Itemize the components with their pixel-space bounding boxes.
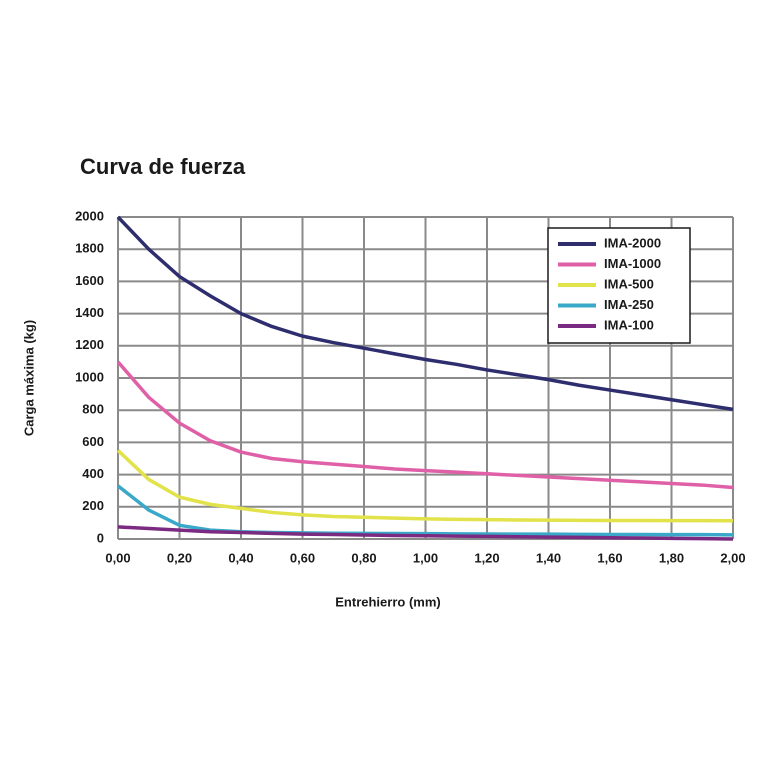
legend-label: IMA-1000: [604, 256, 661, 271]
legend-label: IMA-500: [604, 276, 654, 291]
y-tick-label: 1000: [75, 369, 104, 384]
y-tick-label: 800: [82, 402, 104, 417]
y-tick-label: 0: [97, 530, 104, 545]
y-tick-label: 2000: [75, 208, 104, 223]
x-tick-label: 1,60: [597, 550, 622, 565]
x-tick-label: 0,40: [228, 550, 253, 565]
x-tick-label: 0,00: [105, 550, 130, 565]
x-tick-label: 0,60: [290, 550, 315, 565]
x-axis-label: Entrehierro (mm): [335, 594, 440, 609]
x-tick-label: 0,80: [351, 550, 376, 565]
y-tick-label: 400: [82, 466, 104, 481]
chart-title: Curva de fuerza: [80, 154, 246, 179]
line-series: [116, 360, 734, 490]
y-axis-label: Carga máxima (kg): [21, 320, 36, 436]
legend-label: IMA-2000: [604, 235, 661, 250]
y-tick-label: 200: [82, 498, 104, 513]
x-tick-label: 1,00: [413, 550, 438, 565]
x-tick-label: 1,20: [474, 550, 499, 565]
y-tick-label: 1200: [75, 337, 104, 352]
y-tick-label: 1400: [75, 305, 104, 320]
y-tick-label: 1600: [75, 273, 104, 288]
x-tick-label: 1,80: [659, 550, 684, 565]
y-tick-label: 600: [82, 434, 104, 449]
x-tick-label: 1,40: [536, 550, 561, 565]
y-tick-label: 1800: [75, 241, 104, 256]
x-tick-label: 0,20: [167, 550, 192, 565]
line-series: [117, 525, 734, 541]
line-series: [116, 449, 734, 523]
x-tick-label: 2,00: [720, 550, 745, 565]
legend-label: IMA-250: [604, 297, 654, 312]
legend-label: IMA-100: [604, 317, 654, 332]
line-series: [116, 215, 734, 412]
